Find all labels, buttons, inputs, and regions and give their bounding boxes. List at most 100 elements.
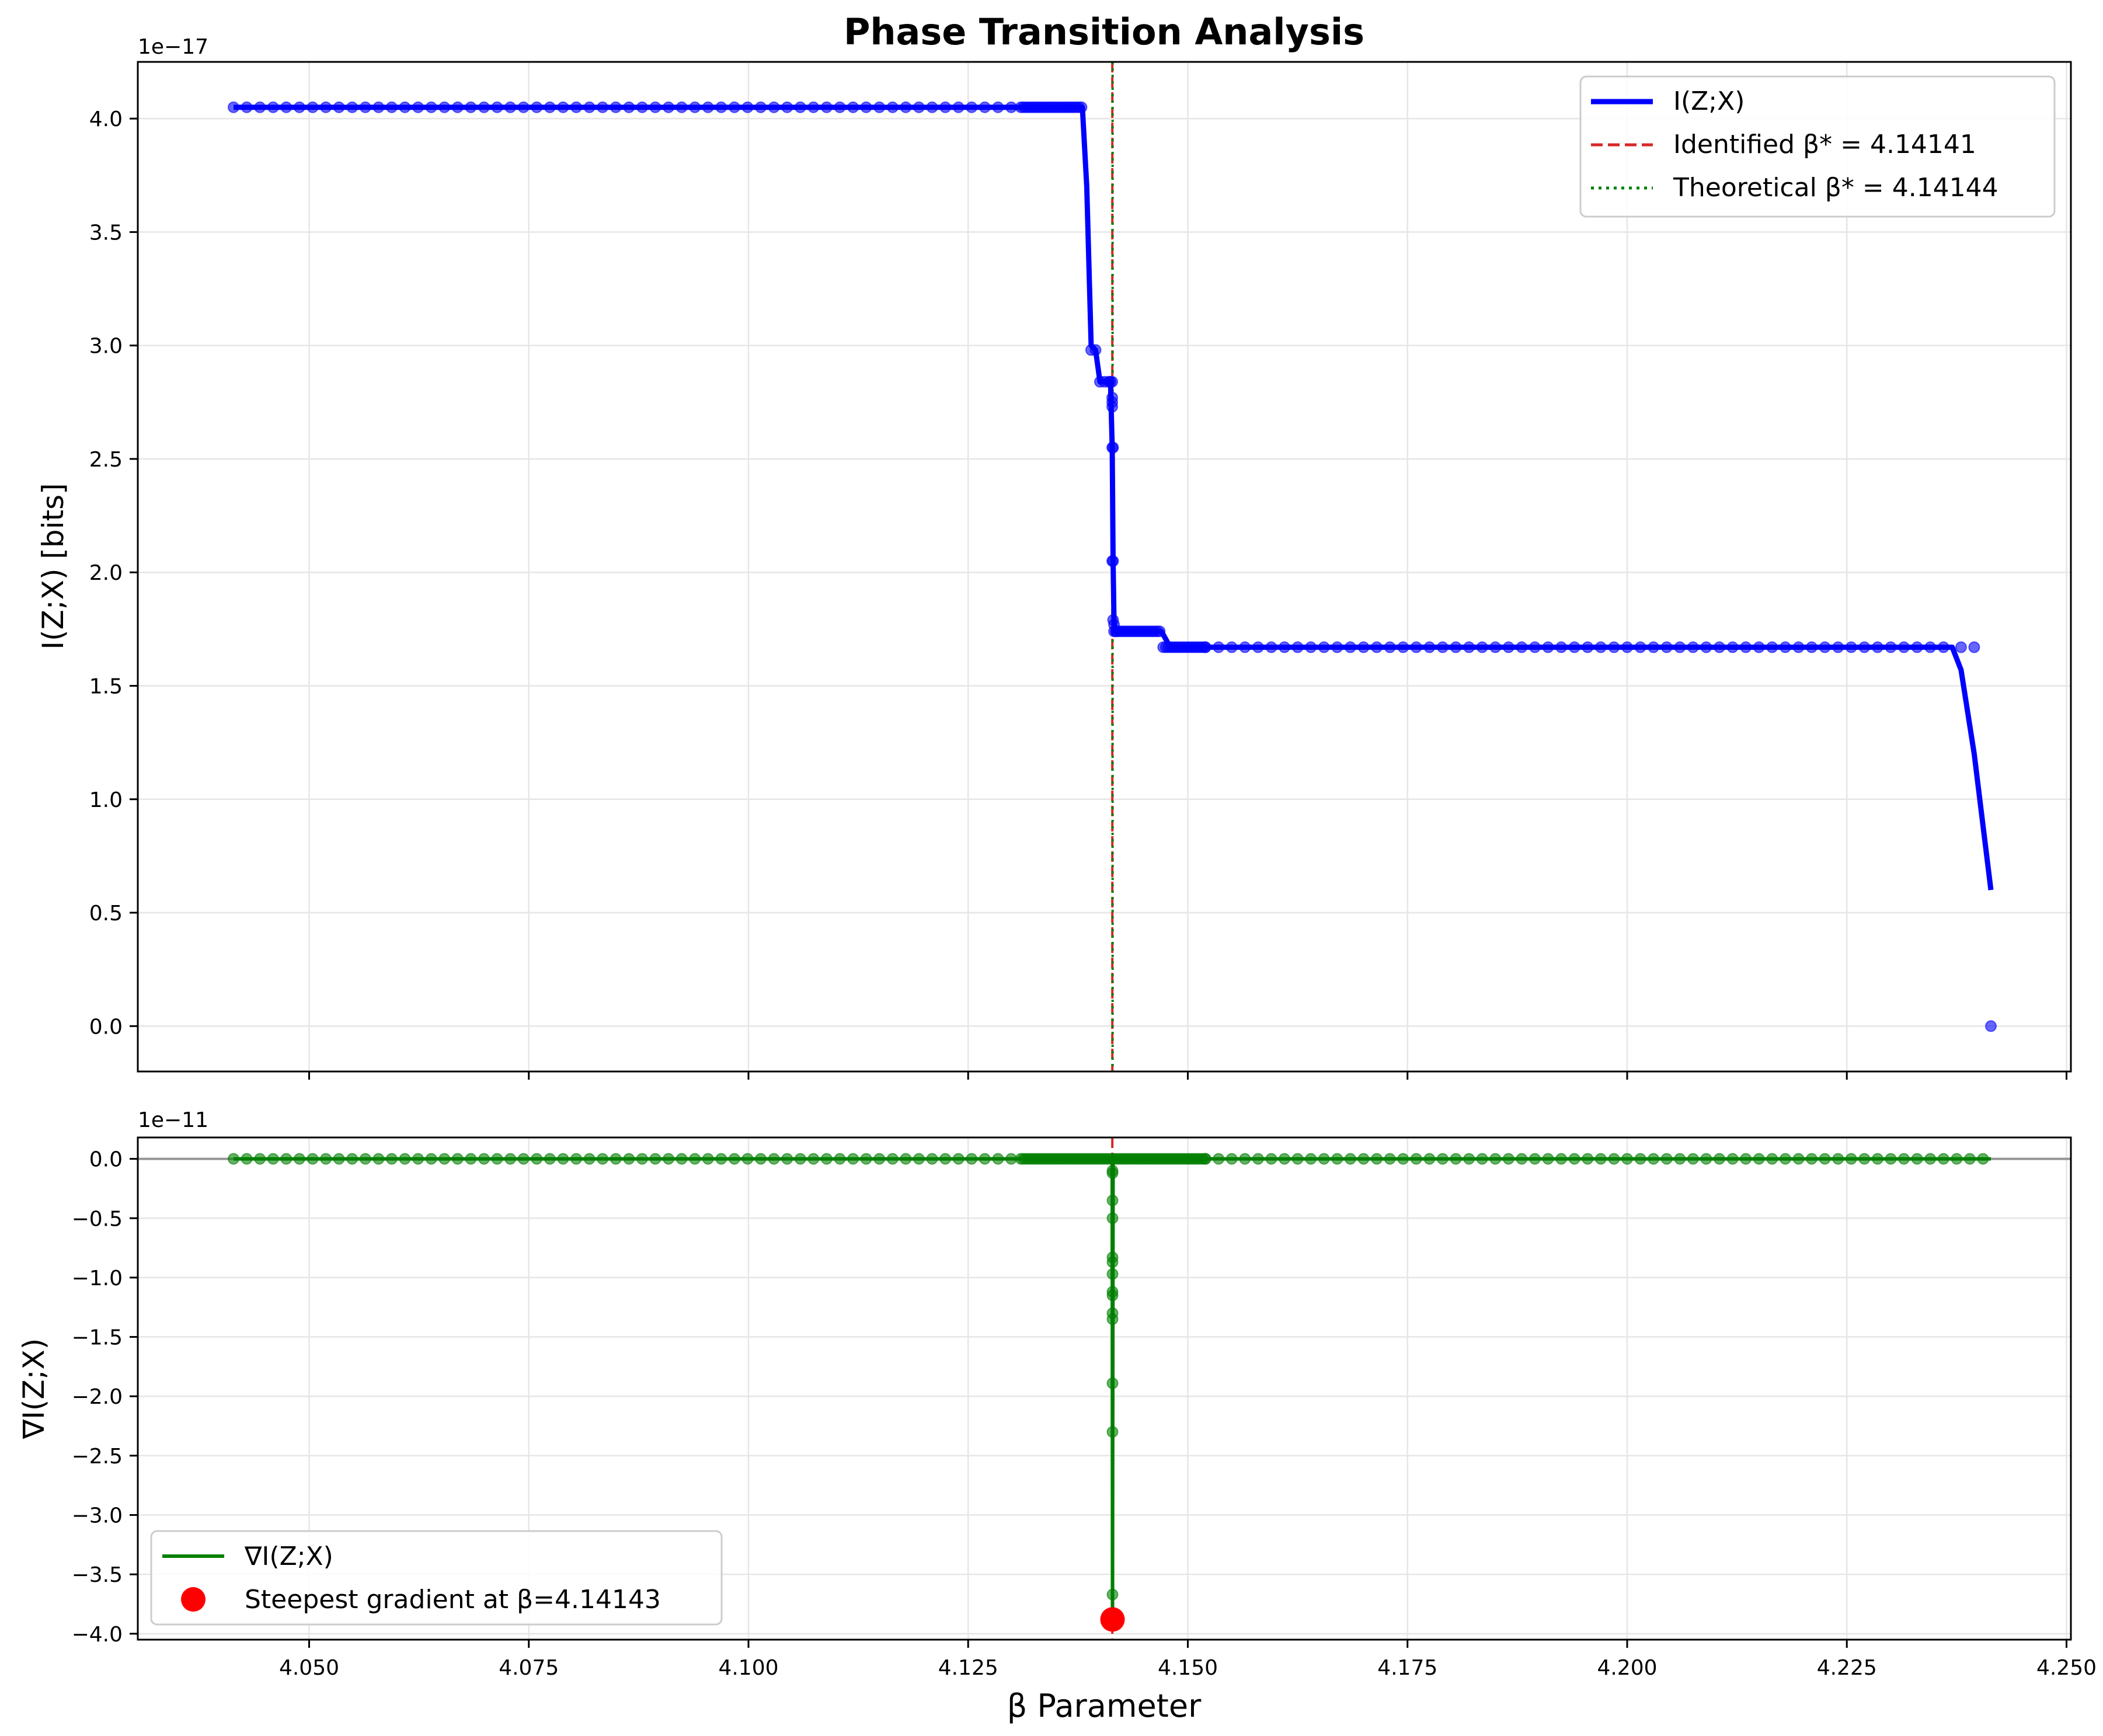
i-zx-point <box>1845 641 1857 653</box>
gradient-point <box>531 1153 543 1165</box>
i-zx-point <box>1199 641 1211 653</box>
gradient-point <box>1357 1153 1370 1165</box>
gradient-point <box>1279 1153 1290 1165</box>
i-zx-point <box>504 101 517 113</box>
bottom-y-tick-label-7: −3.5 <box>72 1563 123 1587</box>
i-zx-point <box>1106 375 1118 388</box>
i-zx-point <box>1858 641 1871 653</box>
gradient-spike-point <box>1106 1194 1119 1206</box>
i-zx-point <box>1819 641 1831 653</box>
gradient-point <box>478 1153 490 1165</box>
gradient-point <box>636 1153 648 1165</box>
legend-label-i-zx: I(Z;X) <box>1673 86 1745 116</box>
i-zx-point <box>1674 641 1686 653</box>
top-grid <box>138 62 2071 1071</box>
i-zx-point <box>1106 401 1118 413</box>
bottom-y-axis-label: ∇I(Z;X) <box>17 1338 51 1440</box>
bottom-y-tick-label-1: −0.5 <box>72 1207 123 1231</box>
i-zx-point <box>1305 641 1317 653</box>
top-y-tick-label-8: 4.0 <box>89 107 123 131</box>
gradient-point <box>1331 1153 1343 1165</box>
top-axes: 0.0 0.5 1.0 1.5 2.0 2.5 3.0 3.5 4.0 1e−17 I(Z;X)… <box>36 35 2072 1080</box>
gradient-point <box>1252 1153 1264 1165</box>
gradient-point <box>900 1153 912 1165</box>
i-zx-point <box>517 101 530 113</box>
x-axis-label: β Parameter <box>1007 1688 1202 1724</box>
legend-swatch-steepest <box>181 1587 206 1612</box>
legend-label-identified: Identified β* = 4.14141 <box>1673 130 1976 159</box>
i-zx-point <box>860 101 872 113</box>
gradient-point <box>1463 1153 1475 1165</box>
i-zx-point <box>583 101 596 113</box>
i-zx-point <box>1489 641 1502 653</box>
i-zx-point <box>952 101 965 113</box>
i-zx-point <box>1594 641 1607 653</box>
top-axes-frame <box>137 61 2072 1073</box>
gradient-point <box>1806 1153 1818 1165</box>
top-y-axis-label: I(Z;X) [bits] <box>36 483 70 649</box>
top-series-markers <box>228 101 1997 1032</box>
gradient-point <box>399 1153 411 1165</box>
i-zx-point <box>1832 641 1844 653</box>
i-zx-point <box>1806 641 1818 653</box>
i-zx-point <box>636 101 648 113</box>
i-zx-point <box>1871 641 1883 653</box>
i-zx-point <box>307 101 319 113</box>
bottom-axes: 4.050 4.075 4.100 4.125 4.150 4.175 4.200 4.225… <box>17 1108 2097 1724</box>
i-zx-point <box>425 101 437 113</box>
bottom-y-tick-label-6: −3.0 <box>72 1504 123 1528</box>
gradient-point <box>1225 1153 1238 1165</box>
i-zx-point <box>1766 641 1778 653</box>
bottom-axes-frame <box>137 1136 2072 1641</box>
i-zx-point <box>1075 101 1088 113</box>
i-zx-point <box>1265 641 1277 653</box>
gradient-point <box>412 1153 424 1165</box>
top-x-ticks <box>308 1071 2067 1080</box>
gradient-point <box>992 1153 1004 1165</box>
i-zx-point <box>820 101 833 113</box>
i-zx-point <box>1476 641 1488 653</box>
x-tick-label-4: 4.150 <box>1158 1656 1218 1680</box>
x-tick-label-7: 4.225 <box>1817 1656 1877 1680</box>
x-tick-label-0: 4.050 <box>279 1656 339 1680</box>
i-zx-point <box>1582 641 1594 653</box>
gradient-point <box>886 1153 899 1165</box>
gradient-point <box>1871 1153 1883 1165</box>
gradient-point <box>465 1153 477 1165</box>
top-y-tick-label-3: 1.5 <box>89 674 123 698</box>
i-zx-point <box>438 101 451 113</box>
gradient-point <box>966 1153 978 1165</box>
gradient-point <box>372 1153 385 1165</box>
i-zx-point <box>254 101 266 113</box>
i-zx-point <box>1318 641 1330 653</box>
i-zx-point <box>1555 641 1568 653</box>
gradient-point <box>320 1153 332 1165</box>
i-zx-point <box>873 101 886 113</box>
top-y-tick-label-6: 3.0 <box>89 335 123 359</box>
i-zx-point <box>1450 641 1462 653</box>
i-zx-point <box>1542 641 1554 653</box>
gradient-point <box>267 1153 279 1165</box>
gradient-point <box>1344 1153 1356 1165</box>
i-zx-point <box>1502 641 1514 653</box>
i-zx-point <box>478 101 490 113</box>
bottom-series-markers <box>228 1153 1989 1632</box>
top-y-tick-label-5: 2.5 <box>89 448 123 472</box>
gradient-point <box>820 1153 833 1165</box>
gradient-point <box>1937 1153 1949 1165</box>
i-zx-point <box>1225 641 1238 653</box>
gradient-point <box>979 1153 991 1165</box>
bottom-y-tick-label-2: −1.0 <box>72 1267 123 1290</box>
i-zx-point <box>1252 641 1264 653</box>
gradient-point <box>1726 1153 1739 1165</box>
i-zx-point <box>1397 641 1409 653</box>
gradient-point <box>1714 1153 1725 1165</box>
bottom-y-tick-label-4: −2.0 <box>72 1385 123 1409</box>
i-zx-point <box>755 101 767 113</box>
i-zx-point <box>913 101 925 113</box>
gradient-point <box>1648 1153 1660 1165</box>
gradient-point <box>228 1153 239 1165</box>
figure-title: Phase Transition Analysis <box>844 11 1364 53</box>
i-zx-point <box>346 101 358 113</box>
